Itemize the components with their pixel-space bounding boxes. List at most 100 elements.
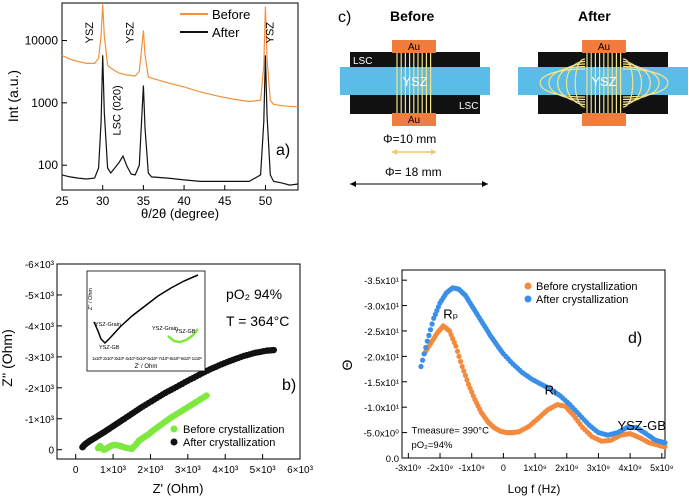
b-xtick-label: 6×10³ (287, 465, 314, 476)
d-annotation: Rᵢ (545, 382, 556, 397)
panel-b-inset: Z'' / Ohm Z' / Ohm 1x10⁵ 2x10⁵ 3x10⁵ 4x1… (86, 270, 206, 372)
before-au-top (392, 40, 436, 53)
b-xtick-label: 0 (73, 465, 79, 476)
d-data-point (462, 372, 468, 378)
b-xtick-label: 3×10³ (175, 465, 202, 476)
d-xtick-label: 5x10⁹ (650, 463, 674, 473)
after-au-top-label: Au (598, 42, 610, 53)
panel-b-x-axis-label: Z' (Ohm) (153, 481, 204, 496)
after-wire-arc-left (539, 68, 586, 98)
panel-a-series (61, 4, 299, 186)
d-xtick-label: -1x10⁹ (459, 463, 486, 473)
d-ytick-label: -3.5x10¹ (364, 276, 399, 287)
d-ytick-label: -5.0x10⁰ (364, 429, 400, 440)
dim-outer-label: Φ= 18 mm (385, 165, 442, 179)
b-ytick-label: 0 (48, 446, 54, 457)
panel-a-xrd-chart: 25 30 35 40 45 50 100 1000 10000 YSZ YSZ YSZ LSC (… (5, 2, 299, 221)
dim-inner-arrows (392, 149, 436, 155)
d-ytick-label: -3.0x10¹ (364, 302, 399, 313)
inset-label-ysz-grain-1: YSZ-Grain (95, 322, 121, 328)
a-peak-annotation: YSZ (84, 22, 96, 44)
panel-d-label: d) (628, 330, 642, 347)
d-data-point (456, 353, 462, 359)
d-ytick-label: -2.5x10¹ (364, 327, 399, 338)
d-data-point (423, 344, 429, 351)
a-series-line-after (61, 55, 299, 186)
panel-c-label: c) (338, 9, 351, 26)
inset-x-ticks: 1x10⁵ 2x10⁵ 3x10⁵ 4x10⁵ 5x10⁵ 6x10⁵ 7x10… (92, 356, 202, 361)
d-annotation: YSZ-GB (617, 418, 665, 433)
panel-a-frame (61, 2, 299, 191)
d-xtick-label: 2x10⁹ (555, 463, 579, 473)
before-au-top-label: Au (408, 42, 420, 53)
legend-d-before-marker (524, 282, 532, 290)
d-annotation: pO₂=94% (412, 440, 453, 451)
panel-d-x-ticks: -3x10⁹ -2x10⁹ -1x10⁹ 0 1x10⁹ 2x10⁹ 3x10⁹ 4x10⁹ 5… (395, 453, 674, 473)
panel-d-phase-chart: -3x10⁹ -2x10⁹ -1x10⁹ 0 1x10⁹ 2x10⁹ 3x10⁹ 4x10⁹ 5… (339, 269, 674, 496)
d-data-point (418, 363, 424, 370)
panel-a-x-axis-label: θ/2θ (degree) (141, 206, 219, 221)
after-ysz-label: YSZ (591, 74, 616, 89)
before-lsc-bottom-label: LSC (459, 101, 478, 112)
d-annotation: Tmeasure= 390°C (412, 426, 490, 437)
d-xtick-label: -3x10⁹ (395, 463, 422, 473)
inset-label-ysz-grain-2: YSZ-Grain (152, 326, 178, 332)
d-xtick-label: 3x10⁹ (587, 463, 611, 473)
d-xtick-label: 0 (501, 463, 506, 473)
panel-a-y-ticks: 100 1000 10000 (25, 34, 67, 172)
after-wire-arc-right (622, 65, 660, 101)
panel-b-frame (56, 263, 301, 460)
panel-a-annotations: YSZ YSZ YSZ LSC (020) (84, 22, 277, 136)
b-data-point (270, 346, 278, 354)
before-lsc-top-label: LSC (353, 56, 372, 67)
a-peak-annotation: LSC (020) (112, 85, 124, 135)
d-data-point (420, 357, 426, 363)
d-data-point (454, 348, 461, 354)
after-au-top (582, 40, 626, 53)
d-data-point (432, 311, 438, 318)
d-xtick-label: 1x10⁹ (523, 463, 547, 473)
inset-label-ysz-gb-2: YSZ-GB (175, 329, 196, 335)
legend-d-before-label: Before crystallization (536, 281, 638, 293)
after-wire-arc-left (557, 63, 586, 103)
d-data-point (458, 358, 464, 365)
legend-b-after-label: After crystallization (183, 437, 275, 449)
d-ytick-label: -1.0x10¹ (364, 403, 399, 414)
d-data-point (662, 440, 668, 446)
b-xtick-label: 1×10³ (100, 465, 127, 476)
panel-b-legend: Before crystallization After crystalliza… (170, 424, 285, 449)
panel-d-x-axis-label: Log f (Hz) (508, 482, 561, 496)
b-ytick-label: -4×10³ (25, 322, 55, 333)
inset-x-label: Z' / Ohm (135, 364, 158, 370)
inset-frame (86, 270, 206, 372)
d-data-point (453, 343, 459, 349)
a-ytick-label: 1000 (31, 96, 58, 110)
dimension-inner: Φ=10 mm (383, 132, 436, 155)
b-xtick-label: 2×10³ (138, 465, 165, 476)
panel-d-frame (401, 269, 666, 459)
b-xtick-label: 5×10³ (250, 465, 277, 476)
legend-d-after-marker (524, 295, 532, 303)
panel-a-legend: Before After (180, 7, 250, 40)
before-au-bottom-label: Au (408, 115, 420, 126)
panel-d-legend: Before crystallization After crystalliza… (524, 281, 638, 306)
panel-d-annotations: Rₚ Rᵢ YSZ-GB Tmeasure= 390°C pO₂=94% (412, 306, 666, 451)
panel-b-y-ticks: 0 -1×10³ -2×10³ -3×10³ -4×10³ -5×10³ -6×10³ (25, 260, 62, 457)
d-data-point (427, 327, 434, 333)
a-xtick-label: 50 (259, 194, 273, 208)
after-wire-arc-right (622, 58, 634, 108)
panel-b-condition-po2: pO₂ 94% (226, 286, 282, 302)
a-peak-annotation: YSZ (265, 22, 277, 44)
legend-b-after-marker (170, 438, 178, 446)
after-wire-grid (539, 53, 669, 113)
after-cell (518, 40, 688, 126)
b-ytick-label: -3×10³ (25, 353, 55, 364)
after-title: After (578, 8, 611, 24)
d-ytick-label: 0.0 (386, 454, 399, 465)
before-cell: Au Au YSZ LSC LSC (340, 40, 490, 126)
panel-b-series (79, 346, 278, 453)
a-xtick-label: 30 (96, 194, 110, 208)
inset-before-curve (167, 328, 199, 344)
d-data-point (461, 368, 467, 374)
